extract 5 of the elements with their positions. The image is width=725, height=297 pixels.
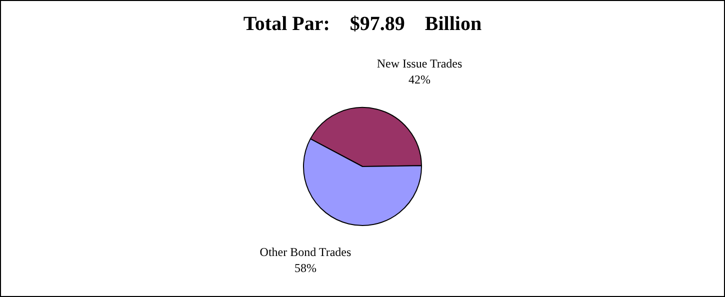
slice-label: New Issue Trades [376,56,463,70]
chart-title: Total Par: $97.89 Billion [243,13,482,36]
data-label: 42% [408,72,431,86]
data-label: 58% [294,260,316,275]
slice-label: Other Bond Trades [260,244,352,259]
